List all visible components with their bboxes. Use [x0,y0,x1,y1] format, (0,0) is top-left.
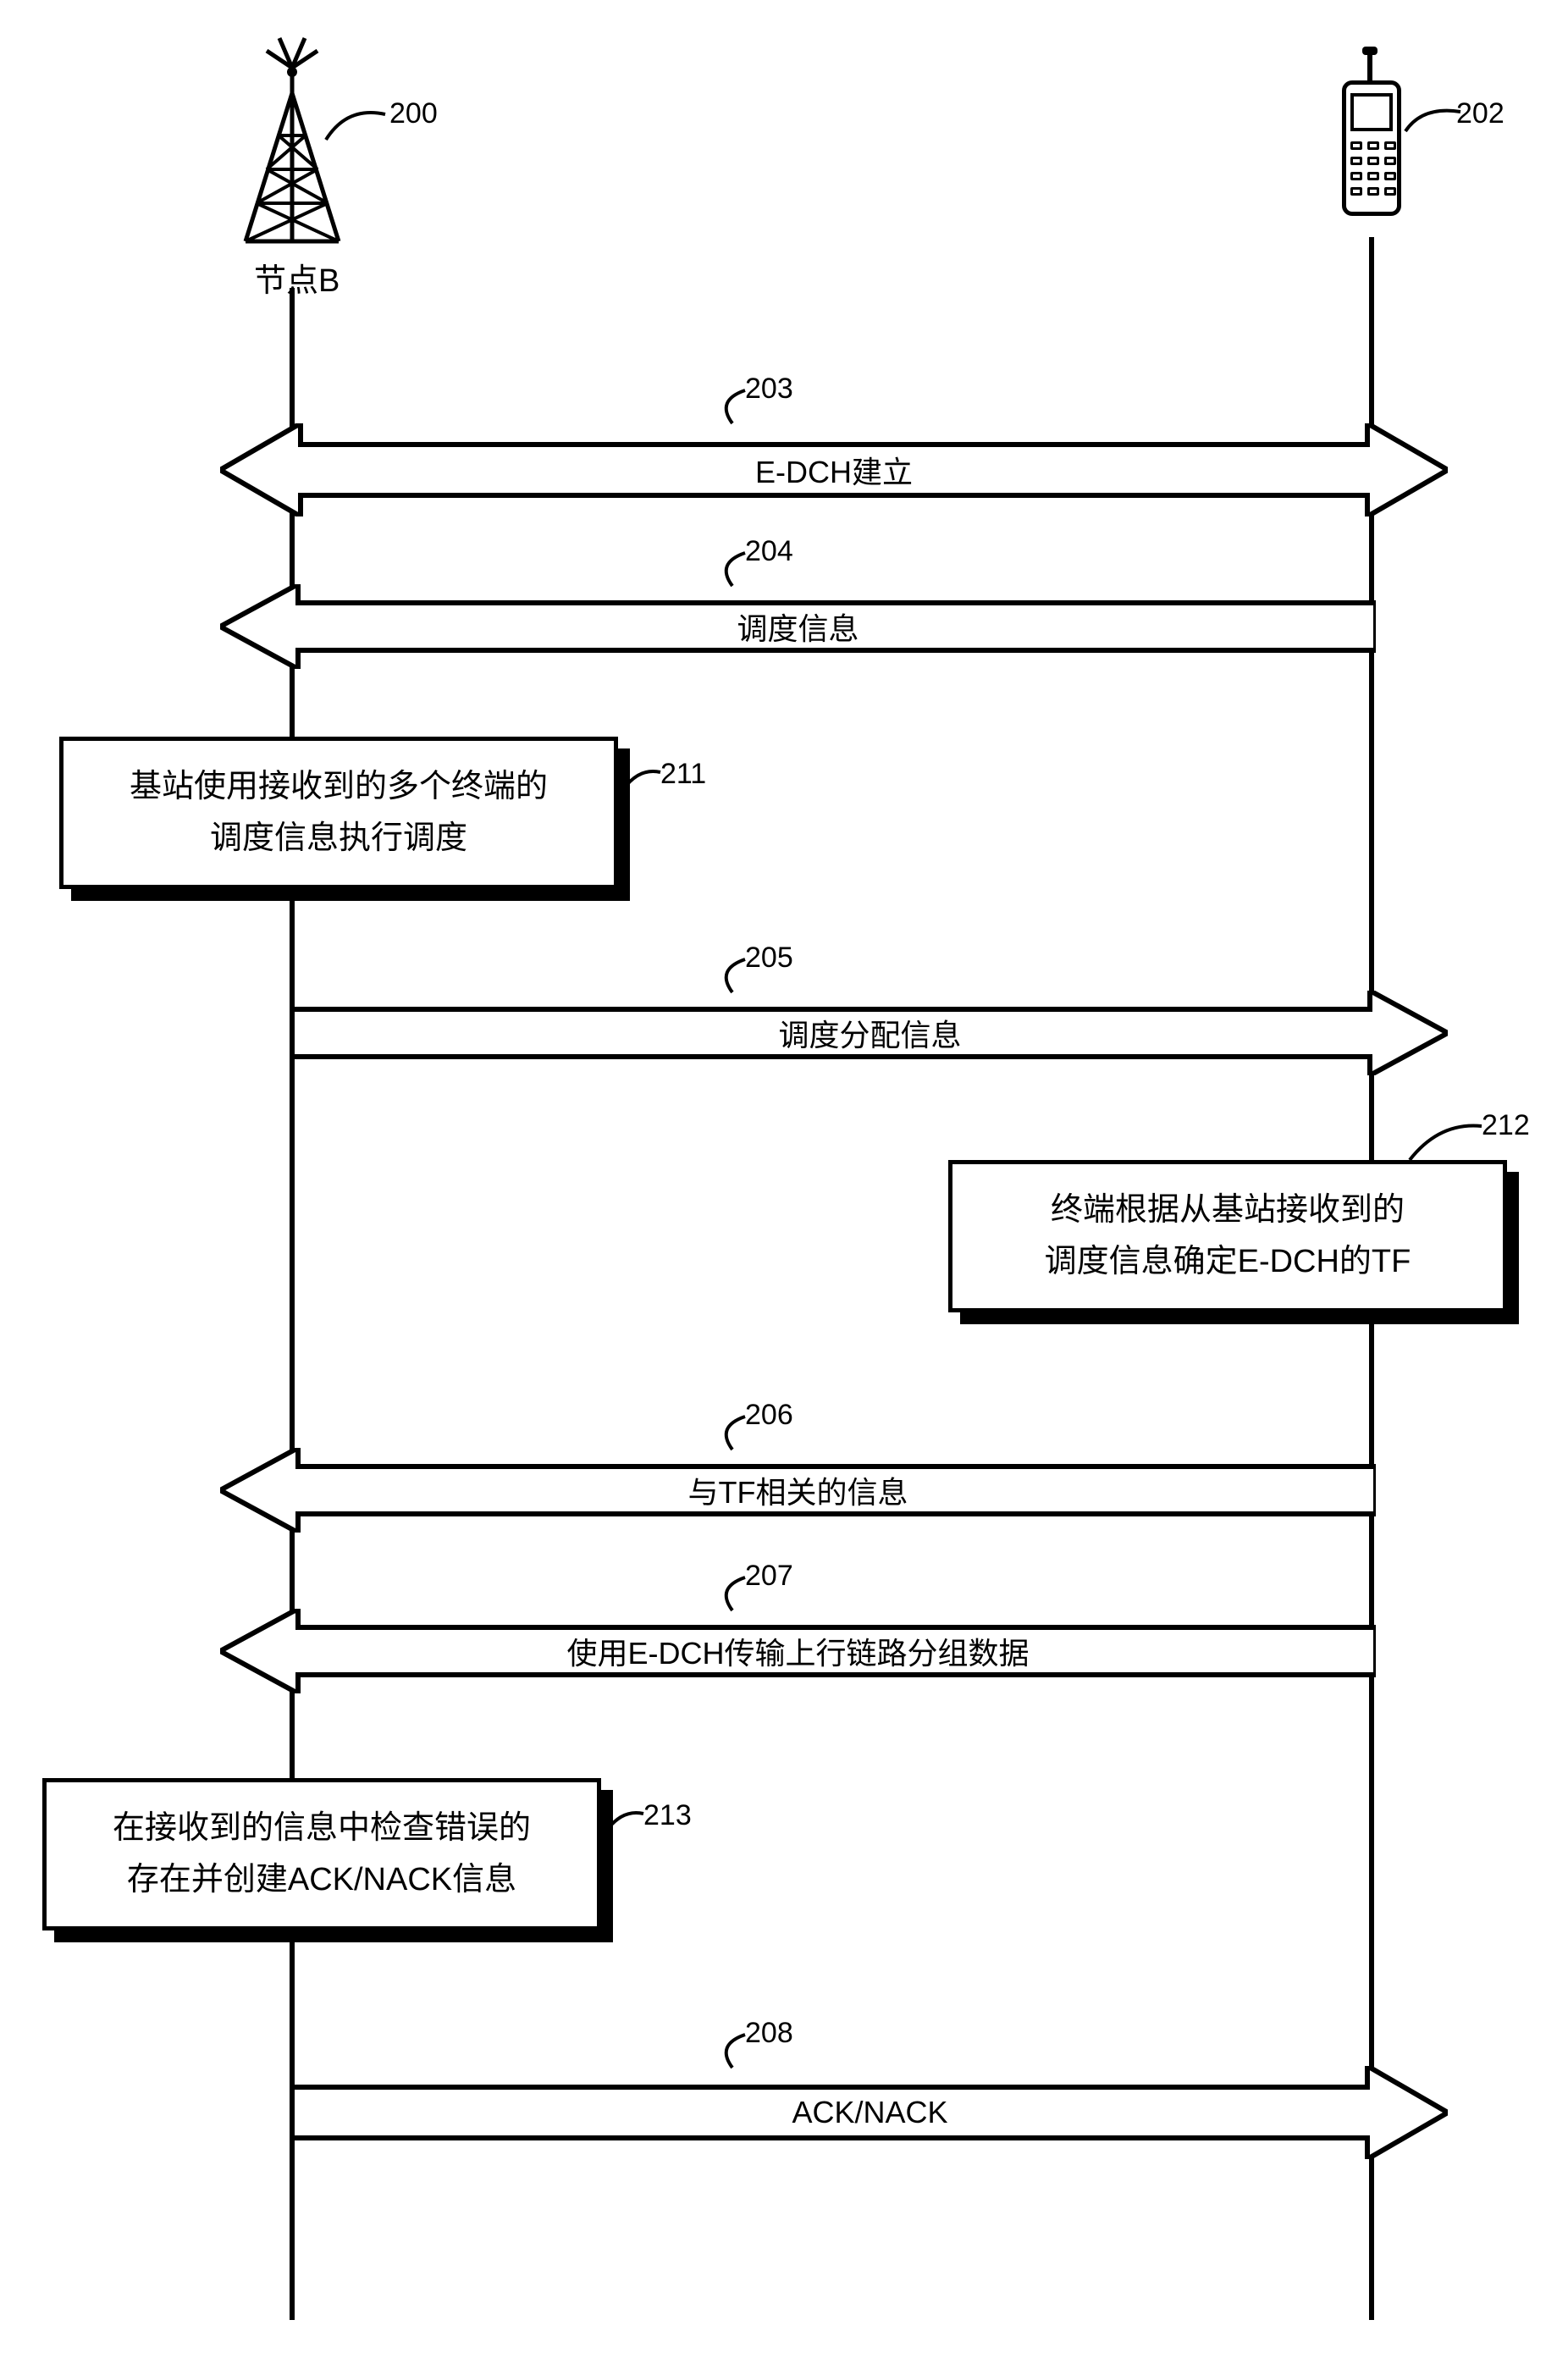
proc-213-line1: 在接收到的信息中检查错误的 [113,1810,531,1846]
ref-204: 204 [745,535,793,568]
proc-212-line2: 调度信息确定E-DCH的TF [1045,1244,1411,1279]
proc-213: 在接收到的信息中检查错误的 存在并创建ACK/NACK信息 [42,1778,601,1930]
lead-211 [614,762,665,809]
proc-211-line1: 基站使用接收到的多个终端的 [130,769,548,804]
ref-202: 202 [1456,97,1505,130]
ref-206: 206 [745,1399,793,1432]
proc-212: 终端根据从基站接收到的 调度信息确定E-DCH的TF [948,1160,1507,1312]
lead-212 [1405,1118,1490,1168]
ref-211: 211 [660,758,706,791]
arrow-204: 调度信息 [220,584,1376,669]
phone-icon [1333,47,1410,233]
lead-213 [597,1803,648,1850]
proc-211: 基站使用接收到的多个终端的 调度信息执行调度 [59,737,618,889]
proc-213-line2: 存在并创建ACK/NACK信息 [127,1862,516,1897]
arrow-203: E-DCH建立 [220,423,1448,516]
arrow-205: 调度分配信息 [292,991,1448,1075]
arrow-206: 与TF相关的信息 [220,1448,1376,1533]
ref-200: 200 [389,97,438,130]
node-b-label: 节点B [254,254,340,301]
lead-200 [322,102,398,152]
sequence-diagram-canvas: 节点B 200 202 E-DCH建立 [0,0,1568,2353]
arrow-207: 使用E-DCH传输上行链路分组数据 [220,1609,1376,1693]
proc-211-line2: 调度信息执行调度 [210,820,467,856]
ref-212: 212 [1482,1109,1530,1142]
arrow-208: ACK/NACK [292,2066,1448,2159]
proc-212-line1: 终端根据从基站接收到的 [1051,1192,1405,1228]
ref-207: 207 [745,1560,793,1593]
ref-208: 208 [745,2017,793,2050]
ref-205: 205 [745,942,793,975]
ref-213: 213 [643,1799,692,1832]
ref-203: 203 [745,373,793,406]
